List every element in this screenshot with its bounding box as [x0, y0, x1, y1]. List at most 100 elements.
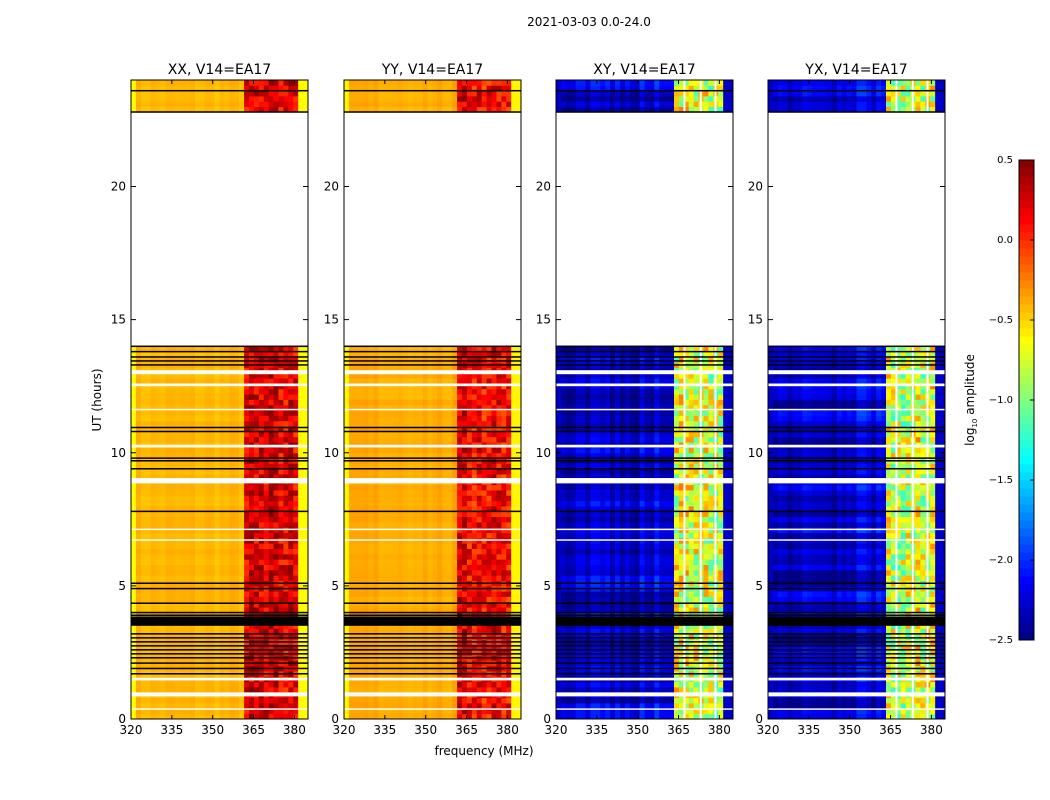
- heatmap-cell: [155, 90, 161, 97]
- heatmap-cell: [180, 372, 186, 379]
- heatmap-cell: [135, 687, 142, 693]
- heatmap-cell: [160, 713, 166, 720]
- heatmap-cell: [199, 452, 206, 459]
- heatmap-cell: [244, 410, 250, 416]
- heatmap-cell: [175, 628, 181, 635]
- heatmap-cell: [273, 596, 279, 603]
- heatmap-cell: [388, 713, 394, 720]
- heatmap-cell: [219, 490, 225, 496]
- heatmap-cell: [175, 474, 181, 480]
- heatmap-cell: [388, 681, 394, 688]
- heatmap-cell: [258, 607, 265, 613]
- heatmap-cell: [293, 633, 299, 640]
- heatmap-cell: [283, 708, 289, 715]
- heatmap-cell: [140, 346, 147, 352]
- heatmap-cell: [452, 681, 458, 688]
- heatmap-cell: [278, 463, 284, 470]
- flagged-row: [131, 587, 308, 590]
- heatmap-cell: [190, 516, 196, 523]
- heatmap-cell: [150, 703, 156, 709]
- heatmap-cell: [229, 527, 235, 534]
- heatmap-cell: [160, 410, 166, 416]
- heatmap-cell: [135, 388, 142, 395]
- heatmap-cell: [283, 527, 289, 534]
- heatmap-cell: [135, 436, 142, 443]
- heatmap-cell: [373, 697, 379, 704]
- heatmap-cell: [194, 351, 201, 358]
- heatmap-cell: [378, 649, 384, 656]
- heatmap-cell: [194, 80, 201, 86]
- heatmap-cell: [253, 484, 260, 491]
- heatmap-cell: [190, 388, 196, 395]
- heatmap-cell: [239, 490, 245, 496]
- heatmap-cell: [388, 644, 394, 651]
- heatmap-cell: [135, 506, 142, 512]
- heatmap-cell: [135, 394, 142, 400]
- heatmap-cell: [293, 596, 299, 603]
- heatmap-cell: [258, 532, 265, 539]
- heatmap-cell: [175, 101, 181, 108]
- heatmap-cell: [249, 681, 255, 688]
- heatmap-cell: [224, 346, 230, 352]
- heatmap-cell: [224, 569, 230, 576]
- heatmap-cell: [170, 383, 176, 390]
- heatmap-cell: [268, 106, 274, 113]
- heatmap-cell: [283, 420, 289, 427]
- heatmap-cell: [180, 95, 186, 102]
- heatmap-cell: [244, 351, 250, 358]
- heatmap-cell: [496, 633, 502, 640]
- heatmap-cell: [224, 553, 230, 560]
- heatmap-cell: [199, 90, 206, 97]
- heatmap-cell: [204, 713, 211, 720]
- heatmap-cell: [278, 490, 284, 496]
- heatmap-cell: [258, 516, 265, 523]
- heatmap-cell: [288, 607, 294, 613]
- heatmap-cell: [278, 500, 284, 507]
- heatmap-cell: [131, 601, 137, 608]
- heatmap-cell: [249, 410, 255, 416]
- heatmap-cell: [209, 564, 215, 571]
- heatmap-cell: [293, 399, 299, 406]
- heatmap-cell: [298, 431, 304, 438]
- heatmap-cell: [199, 601, 206, 608]
- heatmap-cell: [298, 95, 304, 102]
- heatmap-cell: [348, 687, 355, 693]
- heatmap-cell: [273, 628, 279, 635]
- heatmap-cell: [175, 346, 181, 352]
- heatmap-cell: [258, 85, 265, 92]
- heatmap-cell: [190, 575, 196, 581]
- heatmap-cell: [131, 426, 137, 432]
- heatmap-cell: [273, 537, 279, 544]
- heatmap-cell: [180, 527, 186, 534]
- heatmap-cell: [293, 628, 299, 635]
- heatmap-cell: [135, 681, 142, 688]
- heatmap-cell: [249, 388, 255, 395]
- heatmap-cell: [427, 649, 433, 656]
- heatmap-cell: [466, 687, 473, 693]
- heatmap-cell: [209, 415, 215, 422]
- heatmap-cell: [204, 101, 211, 108]
- heatmap-cell: [298, 420, 304, 427]
- heatmap-cell: [249, 474, 255, 480]
- heatmap-cell: [253, 404, 260, 411]
- heatmap-cell: [135, 85, 142, 92]
- heatmap-cell: [204, 463, 211, 470]
- heatmap-cell: [368, 649, 374, 656]
- heatmap-cell: [283, 543, 289, 549]
- heatmap-cell: [427, 713, 433, 720]
- heatmap-cell: [253, 649, 260, 656]
- heatmap-cell: [165, 351, 171, 358]
- heatmap-cell: [273, 404, 279, 411]
- heatmap-cell: [219, 378, 225, 384]
- heatmap-cell: [131, 420, 137, 427]
- heatmap-cell: [258, 500, 265, 507]
- heatmap-cell: [278, 623, 284, 629]
- heatmap-cell: [214, 506, 220, 512]
- heatmap-cell: [278, 596, 284, 603]
- heatmap-cell: [506, 703, 512, 709]
- heatmap-cell: [234, 500, 240, 507]
- heatmap-cell: [298, 633, 304, 640]
- heatmap-cell: [214, 623, 220, 629]
- flagged-row: [131, 653, 308, 655]
- heatmap-cell: [224, 506, 230, 512]
